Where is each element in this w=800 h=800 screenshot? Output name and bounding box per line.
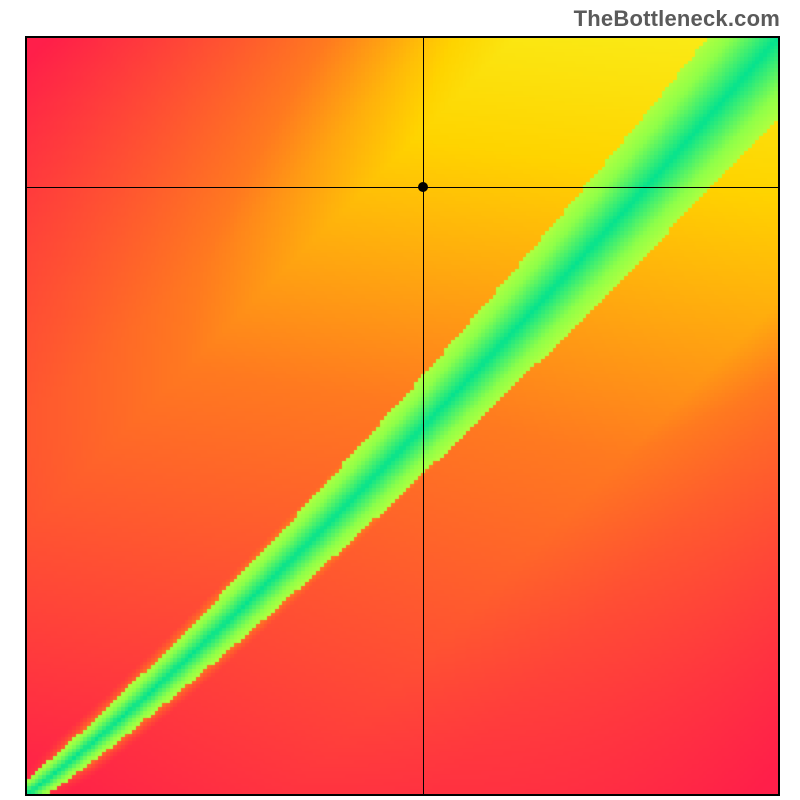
crosshair-dot bbox=[418, 182, 428, 192]
watermark-text: TheBottleneck.com bbox=[574, 6, 780, 32]
heatmap-canvas bbox=[27, 38, 778, 794]
crosshair-horizontal bbox=[27, 187, 778, 188]
heatmap-plot bbox=[25, 36, 780, 796]
crosshair-vertical bbox=[423, 38, 424, 794]
